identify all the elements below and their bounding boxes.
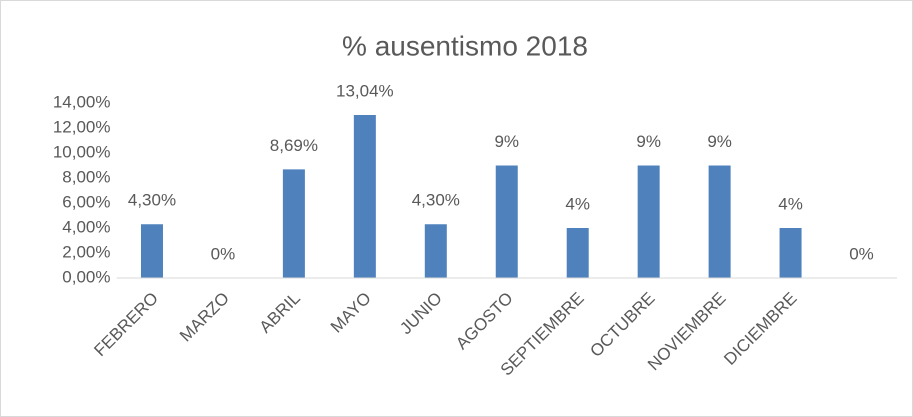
- bar: [424, 224, 447, 278]
- data-label: 4,30%: [412, 191, 460, 210]
- data-label: 4%: [565, 194, 590, 213]
- data-label: 9%: [707, 132, 732, 151]
- bar: [637, 165, 660, 278]
- y-tick-label: 2,00%: [62, 242, 110, 261]
- y-tick-label: 8,00%: [62, 167, 110, 186]
- y-tick-label: 4,00%: [62, 217, 110, 236]
- data-label: 9%: [636, 132, 661, 151]
- data-label: 9%: [494, 132, 519, 151]
- y-tick-label: 14,00%: [53, 92, 111, 111]
- data-label: 0%: [211, 244, 236, 263]
- bar: [353, 115, 376, 278]
- bar: [708, 165, 731, 278]
- bar: [140, 224, 163, 278]
- data-label: 4%: [778, 194, 803, 213]
- chart-title: % ausentismo 2018: [342, 30, 588, 61]
- data-label: 0%: [849, 244, 874, 263]
- bar: [282, 169, 305, 278]
- data-label: 4,30%: [128, 191, 176, 210]
- y-tick-label: 0,00%: [62, 267, 110, 286]
- data-label: 8,69%: [270, 136, 318, 155]
- y-tick-label: 10,00%: [53, 142, 111, 161]
- y-tick-label: 6,00%: [62, 192, 110, 211]
- bar: [566, 228, 589, 278]
- bar: [779, 228, 802, 278]
- data-label: 13,04%: [336, 81, 394, 100]
- y-tick-label: 12,00%: [53, 117, 111, 136]
- bar: [495, 165, 518, 278]
